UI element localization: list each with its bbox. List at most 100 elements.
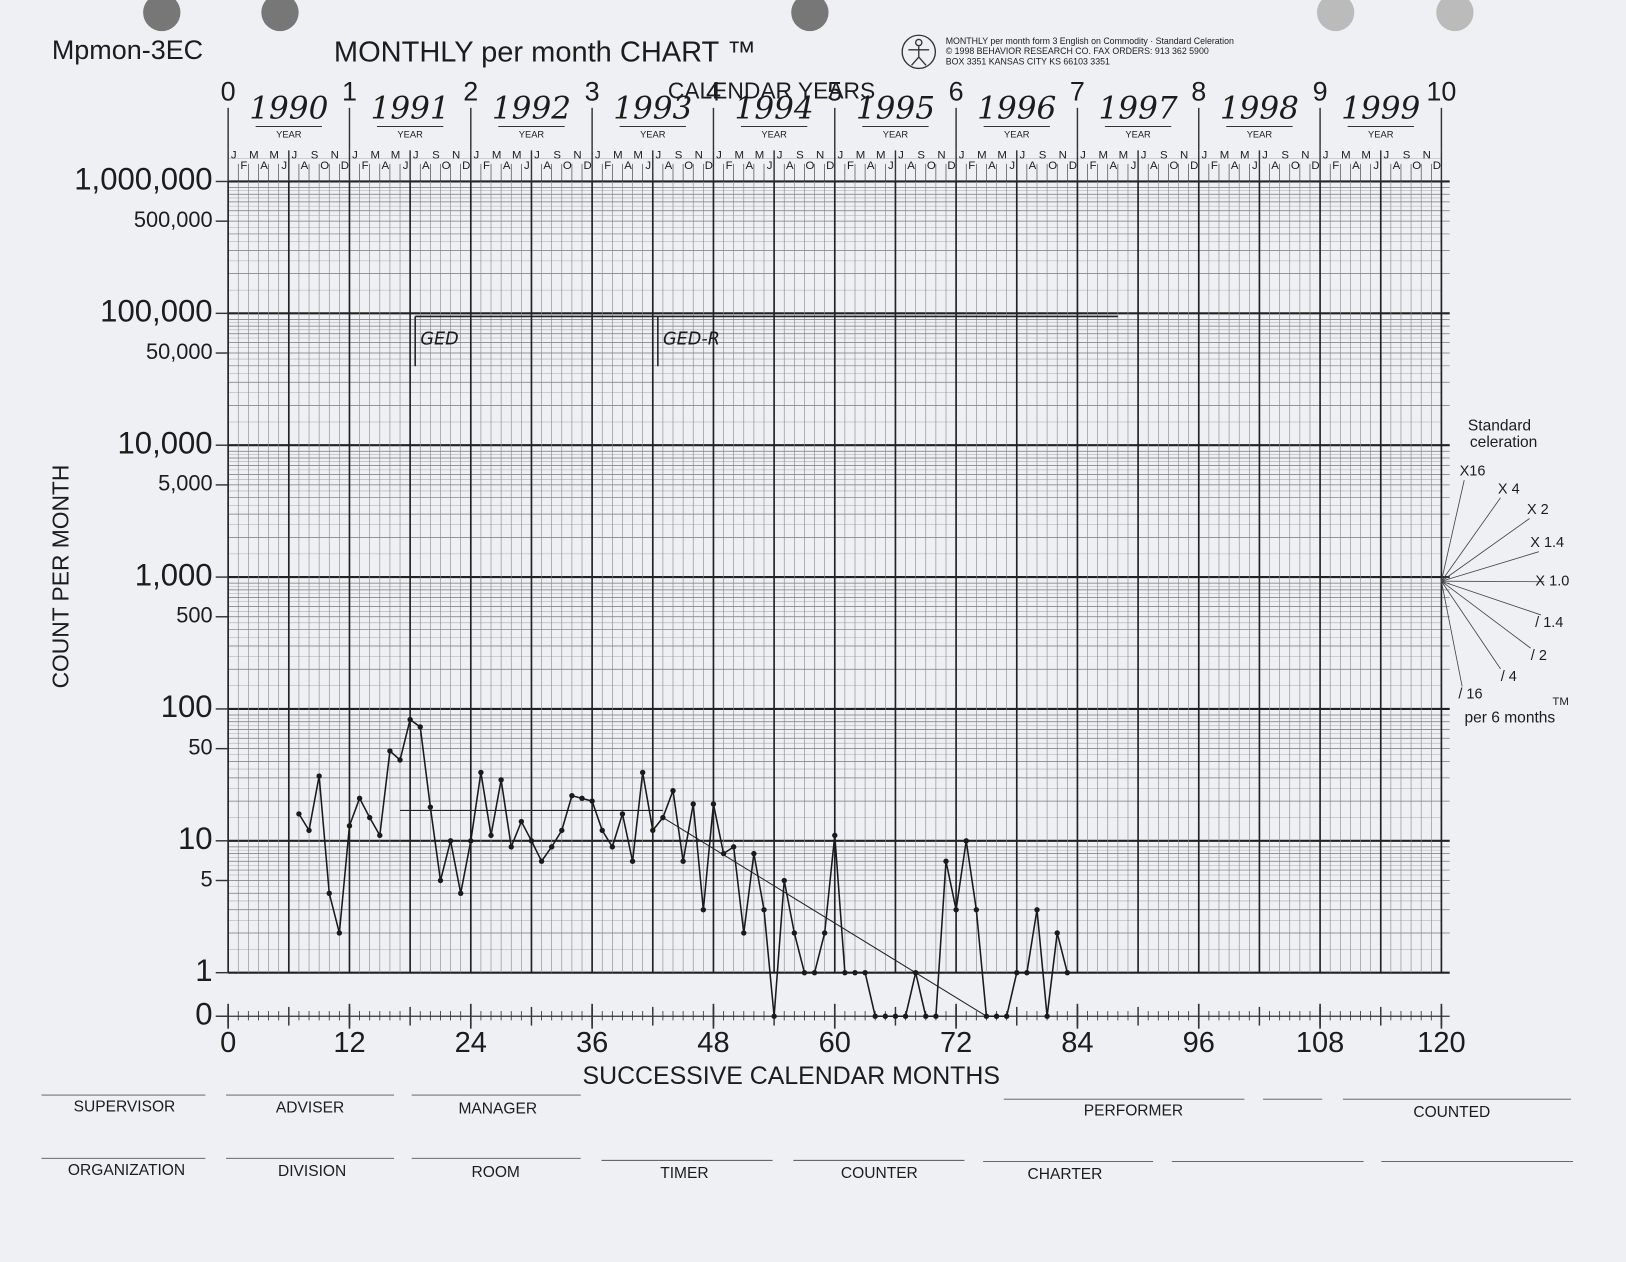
month-letter: M bbox=[1119, 150, 1129, 162]
month-letter: A bbox=[1150, 160, 1158, 172]
month-letter: A bbox=[988, 160, 996, 172]
field-label: CHARTER bbox=[1028, 1166, 1103, 1183]
data-point bbox=[468, 838, 474, 844]
month-letter: F bbox=[483, 160, 490, 172]
year-word: YEAR bbox=[640, 129, 666, 139]
year-word: YEAR bbox=[519, 129, 545, 139]
month-letter: M bbox=[1341, 150, 1351, 162]
fan-label: X 1.4 bbox=[1530, 535, 1564, 551]
y-tick-label: 1,000 bbox=[135, 557, 213, 592]
month-letter: M bbox=[1220, 150, 1230, 162]
field-label: PERFORMER bbox=[1084, 1103, 1183, 1120]
month-letter: F bbox=[362, 160, 369, 172]
month-letter: A bbox=[1271, 160, 1279, 172]
data-point bbox=[569, 792, 575, 799]
data-point bbox=[377, 832, 383, 839]
data-point bbox=[437, 877, 444, 884]
month-letter: S bbox=[432, 150, 440, 162]
month-letter: S bbox=[1160, 150, 1168, 162]
month-letter: A bbox=[422, 160, 430, 172]
year-label: 1990 bbox=[249, 90, 328, 126]
chart-title: MONTHLY per month CHART ™ bbox=[334, 37, 756, 69]
month-letter: F bbox=[1332, 160, 1339, 172]
data-point bbox=[730, 844, 737, 850]
y-tick-label: 5,000 bbox=[158, 471, 212, 496]
month-letter: N bbox=[331, 150, 339, 162]
month-letter: N bbox=[1180, 150, 1188, 162]
y-tick-label: 1,000,000 bbox=[74, 162, 212, 197]
fan-title: Standard bbox=[1468, 417, 1531, 434]
fan-label: / 2 bbox=[1531, 648, 1547, 664]
form-code: Mpmon-3EC bbox=[52, 35, 203, 65]
month-letter: A bbox=[1352, 160, 1360, 172]
fan-label: X 2 bbox=[1527, 502, 1549, 518]
fan-label: / 16 bbox=[1458, 687, 1482, 703]
y-tick-label: 50 bbox=[188, 734, 212, 759]
data-point bbox=[791, 930, 798, 936]
top-tick-label: 7 bbox=[1070, 76, 1085, 106]
fine-print: © 1998 BEHAVIOR RESEARCH CO. FAX ORDERS:… bbox=[946, 46, 1209, 56]
month-letter: J bbox=[888, 160, 894, 172]
year-word: YEAR bbox=[276, 129, 302, 139]
data-point bbox=[548, 844, 555, 850]
data-point bbox=[427, 804, 434, 810]
month-letter: J bbox=[645, 160, 651, 172]
month-letter: A bbox=[260, 160, 268, 172]
data-point bbox=[973, 907, 980, 913]
data-point bbox=[771, 1013, 777, 1019]
y-tick-label: 50,000 bbox=[146, 339, 213, 364]
fan-unit: per 6 months bbox=[1464, 710, 1555, 727]
data-point bbox=[589, 798, 595, 804]
data-point bbox=[943, 858, 949, 864]
month-letter: A bbox=[1231, 160, 1239, 172]
month-letter: M bbox=[512, 150, 522, 162]
month-letter: A bbox=[1393, 160, 1401, 172]
month-letter: M bbox=[856, 150, 866, 162]
month-letter: S bbox=[675, 150, 683, 162]
month-letter: J bbox=[595, 150, 601, 162]
month-letter: D bbox=[705, 160, 713, 172]
month-letter: M bbox=[1098, 150, 1108, 162]
month-letter: J bbox=[767, 160, 773, 172]
fan-ray bbox=[1441, 580, 1531, 649]
month-letter: D bbox=[341, 160, 349, 172]
data-point bbox=[538, 858, 545, 864]
x-tick-label: 72 bbox=[940, 1027, 972, 1059]
data-point bbox=[1024, 969, 1030, 976]
field-label: TIMER bbox=[660, 1165, 708, 1182]
data-point bbox=[720, 850, 727, 857]
month-letter: S bbox=[311, 150, 319, 162]
month-letter: N bbox=[1423, 150, 1431, 162]
month-letter: A bbox=[301, 160, 309, 172]
month-letter: D bbox=[1433, 160, 1441, 172]
top-tick-label: 10 bbox=[1426, 76, 1456, 106]
month-letter: J bbox=[1141, 150, 1147, 162]
top-axis-title: CALENDAR YEARS bbox=[668, 77, 875, 103]
month-letter: A bbox=[867, 160, 875, 172]
y-tick-label: 10,000 bbox=[117, 425, 212, 460]
month-letter: N bbox=[1059, 150, 1067, 162]
y-tick-label: 100,000 bbox=[100, 294, 212, 329]
month-letter: M bbox=[977, 150, 987, 162]
month-letter: A bbox=[786, 160, 794, 172]
month-letter: J bbox=[959, 150, 965, 162]
data-point bbox=[933, 1013, 939, 1019]
y-tick-label: 500,000 bbox=[134, 207, 213, 232]
year-label: 1992 bbox=[492, 90, 571, 126]
data-point bbox=[498, 777, 504, 783]
field-label: COUNTER bbox=[841, 1165, 918, 1182]
month-letter: J bbox=[1383, 150, 1389, 162]
month-letter: D bbox=[583, 160, 591, 172]
data-point bbox=[660, 814, 666, 821]
month-letter: F bbox=[604, 160, 611, 172]
fan-ray bbox=[1441, 551, 1540, 582]
month-letter: M bbox=[391, 150, 401, 162]
top-tick-label: 4 bbox=[706, 76, 721, 106]
month-letter: N bbox=[573, 150, 581, 162]
month-letter: S bbox=[1281, 150, 1289, 162]
month-letter: S bbox=[1039, 150, 1047, 162]
data-point bbox=[1014, 969, 1020, 976]
data-point bbox=[397, 757, 403, 763]
